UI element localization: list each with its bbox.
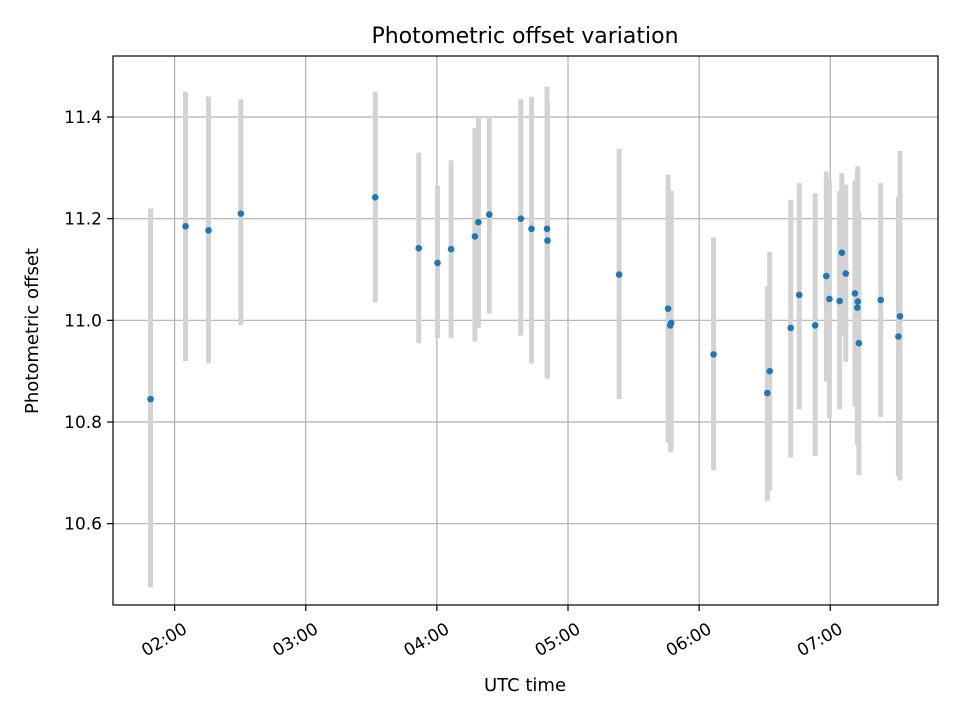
chart-title: Photometric offset variation [371, 24, 678, 49]
data-point [528, 225, 535, 233]
data-point [823, 272, 830, 280]
data-point [854, 298, 862, 305]
data-points [147, 194, 904, 403]
data-point [842, 270, 850, 277]
data-point [851, 290, 859, 297]
data-point [664, 305, 672, 312]
data-point [836, 297, 843, 305]
data-point [415, 244, 423, 252]
data-point [486, 211, 493, 218]
data-point [710, 351, 717, 358]
data-point [434, 259, 441, 267]
data-point [205, 227, 212, 234]
plot-frame [112, 55, 939, 606]
data-point [475, 218, 482, 226]
y-tick-label: 11.2 [64, 210, 102, 230]
data-point [543, 225, 551, 233]
data-point [615, 271, 623, 278]
data-point [855, 339, 863, 347]
x-axis-label: UTC time [484, 675, 566, 696]
y-tick-label: 11.0 [64, 311, 102, 331]
data-point [544, 237, 551, 244]
data-point [854, 304, 861, 311]
y-tick-label: 11.4 [64, 108, 102, 128]
data-point [896, 312, 904, 320]
data-point [787, 324, 795, 332]
data-point [237, 210, 245, 217]
y-tick-label: 10.8 [64, 413, 102, 433]
data-point [895, 333, 902, 340]
data-point [371, 194, 379, 201]
data-point [877, 296, 885, 304]
data-point [811, 322, 819, 329]
data-point [764, 389, 771, 397]
y-ticks: 10.6 10.8 11.0 11.2 11.4 [64, 108, 113, 535]
y-axis-label: Photometric offset [22, 248, 43, 414]
data-point [795, 291, 803, 299]
data-point [447, 245, 455, 253]
data-point [667, 319, 675, 327]
data-point [826, 295, 833, 303]
data-point [182, 222, 189, 230]
data-point [517, 215, 525, 222]
data-point [766, 367, 774, 375]
data-point [147, 395, 154, 403]
data-point [471, 233, 479, 240]
data-point [838, 249, 846, 257]
y-tick-label: 10.6 [64, 515, 102, 535]
